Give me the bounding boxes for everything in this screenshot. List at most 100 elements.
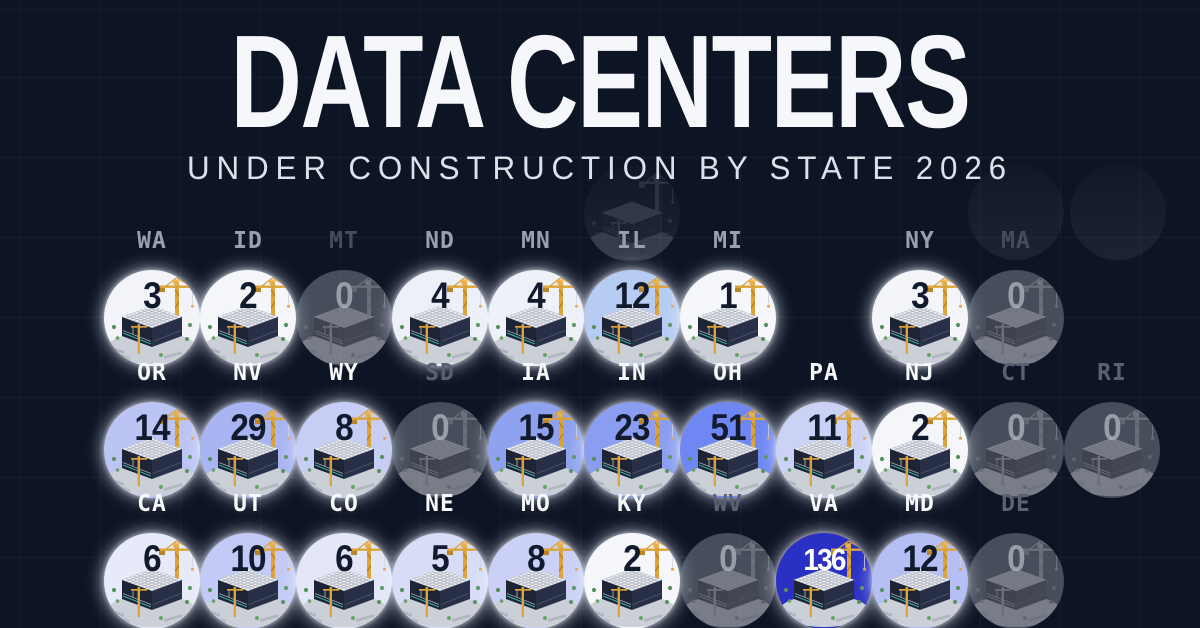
state-tile: OH 51 [680,358,776,498]
state-value: 136 [803,542,846,577]
state-circle: 0 [968,270,1064,366]
state-circle: 0 [680,533,776,628]
state-circle: 3 [104,270,200,366]
state-tile: OR 14 [104,358,200,498]
state-tile: MO 8 [488,489,584,628]
state-value: 29 [230,407,266,448]
state-value: 2 [623,538,642,579]
state-value: 0 [1007,538,1026,579]
state-value: 0 [1007,275,1026,316]
state-tile: WV 0 [680,489,776,628]
state-label: NV [233,360,263,386]
state-circle: 23 [584,402,680,498]
page-subtitle: UNDER CONSTRUCTION BY STATE 2026 [187,150,1013,186]
state-tile: WA 3 [104,226,200,366]
state-label: OR [137,360,167,386]
state-label: IA [521,360,551,386]
state-label: CO [329,491,359,517]
state-tile: MA 0 [968,226,1064,366]
state-value: 4 [527,275,546,316]
state-tile: UT 10 [200,489,296,628]
state-circle: 0 [968,533,1064,628]
state-circle: 51 [680,402,776,498]
state-value: 3 [143,275,162,316]
state-tile: CT 0 [968,358,1064,498]
state-tile: WY 8 [296,358,392,498]
state-value: 14 [134,407,170,448]
state-value: 6 [335,538,354,579]
state-tile: VA 136 [776,489,872,628]
state-value: 8 [527,538,546,579]
state-tile: MD 12 [872,489,968,628]
state-value: 6 [143,538,162,579]
page-title: DATA CENTERS [230,8,971,155]
state-circle: 0 [392,402,488,498]
state-label: ND [425,228,455,254]
state-circle: 6 [104,533,200,628]
state-value: 11 [807,407,841,448]
ghost-circle [584,166,680,262]
state-value: 51 [710,407,746,448]
state-label: VA [809,491,839,517]
state-label: WA [137,228,167,254]
state-circle: 136 [776,533,872,628]
state-label: WV [713,491,743,517]
state-tile: NE 5 [392,489,488,628]
state-label: CA [137,491,167,517]
state-label: UT [233,491,263,517]
state-circle: 4 [488,270,584,366]
state-tile: ID 2 [200,226,296,366]
state-value: 3 [911,275,930,316]
state-circle: 6 [296,533,392,628]
state-label: WY [329,360,359,386]
state-tile: NY 3 [872,226,968,366]
state-tile: CO 6 [296,489,392,628]
ghost-circle [968,164,1064,260]
state-label: OH [713,360,743,386]
state-circle: 0 [296,270,392,366]
state-value: 0 [431,407,450,448]
state-label: NE [425,491,455,517]
state-label: MD [905,491,935,517]
state-circle: 2 [200,270,296,366]
state-label: NY [905,228,935,254]
state-circle: 0 [968,402,1064,498]
state-circle: 0 [1064,402,1160,498]
header: DATA CENTERS UNDER CONSTRUCTION BY STATE… [0,8,1200,188]
state-label: IL [617,228,647,254]
state-value: 15 [518,407,554,448]
state-tile: NV 29 [200,358,296,498]
state-value: 2 [911,407,930,448]
state-tile: MI 1 [680,226,776,366]
state-label: CT [1001,360,1031,386]
state-value: 12 [614,275,650,316]
state-tile: SD 0 [392,358,488,498]
state-label: MA [1001,228,1031,254]
state-circle: 11 [776,402,872,498]
state-value: 10 [230,538,266,579]
state-circle: 15 [488,402,584,498]
state-circle: 4 [392,270,488,366]
state-label: MO [521,491,551,517]
state-circle: 5 [392,533,488,628]
state-label: MN [521,228,551,254]
state-circle: 8 [296,402,392,498]
state-value: 0 [1007,407,1026,448]
state-label: DE [1001,491,1031,517]
state-tile: DE 0 [968,489,1064,628]
state-circle: 8 [488,533,584,628]
state-tile: IA 15 [488,358,584,498]
state-circle: 2 [872,402,968,498]
state-circle: 12 [584,270,680,366]
state-tile: CA 6 [104,489,200,628]
state-tile: KY 2 [584,489,680,628]
state-label: MT [329,228,359,254]
state-label: NJ [905,360,935,386]
state-tile: NJ 2 [872,358,968,498]
state-tile: ND 4 [392,226,488,366]
state-label: RI [1097,360,1127,386]
state-circle: 14 [104,402,200,498]
state-label: SD [425,360,455,386]
state-value: 0 [335,275,354,316]
